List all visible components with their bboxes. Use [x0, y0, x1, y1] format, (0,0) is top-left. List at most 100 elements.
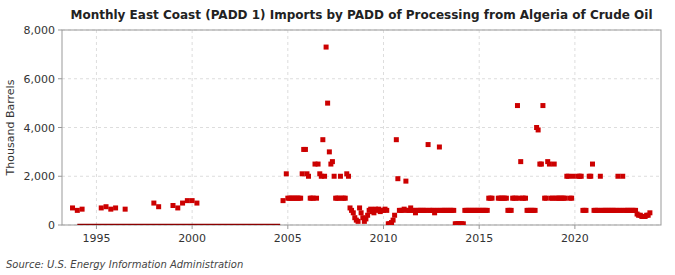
point [75, 208, 80, 213]
point [70, 205, 75, 210]
point [485, 208, 490, 213]
point [314, 196, 319, 201]
y-tick [58, 225, 62, 226]
point [357, 205, 362, 210]
axes: 02,0004,0006,0008,0001995200020052010201… [24, 24, 589, 245]
point [566, 174, 571, 179]
point [539, 162, 544, 167]
y-tick-label: 8,000 [24, 24, 56, 37]
x-tick [479, 225, 480, 229]
point [325, 101, 330, 106]
x-tick-label: 2000 [178, 232, 206, 245]
point [327, 149, 332, 154]
x-tick [287, 225, 288, 229]
y-tick-label: 6,000 [24, 73, 56, 86]
point [300, 171, 305, 176]
point [108, 207, 113, 212]
grid-line-x [479, 30, 480, 225]
x-tick-label: 2020 [561, 232, 589, 245]
point [515, 103, 520, 108]
point [332, 174, 337, 179]
point [451, 208, 456, 213]
x-tick-label: 1995 [82, 232, 110, 245]
point [426, 142, 431, 147]
point [99, 205, 104, 210]
point [583, 208, 588, 213]
point [569, 196, 574, 201]
point [523, 196, 528, 201]
point [590, 162, 595, 167]
point [351, 210, 356, 215]
point [615, 174, 620, 179]
grid-line-x [192, 30, 193, 225]
title: Monthly East Coast (PADD 1) Imports by P… [70, 8, 652, 22]
point [563, 196, 568, 201]
point [536, 127, 541, 132]
grid-line-x [383, 30, 384, 225]
x-tick [574, 225, 575, 229]
chart-container: 02,0004,0006,0008,0001995200020052010201… [0, 0, 675, 275]
x-tick-label: 2005 [274, 232, 302, 245]
x-tick [192, 225, 193, 229]
point [395, 176, 400, 181]
point [547, 162, 552, 167]
point [151, 201, 156, 206]
y-tick [58, 78, 62, 79]
point [343, 196, 348, 201]
grid-line-y [62, 127, 661, 128]
grid-line-y [62, 78, 661, 79]
point [316, 162, 321, 167]
point [194, 201, 199, 206]
point [175, 205, 180, 210]
point [552, 162, 557, 167]
y-tick-label: 0 [48, 219, 55, 232]
point [540, 103, 545, 108]
grid-line-x [574, 30, 575, 225]
point [384, 208, 389, 213]
point [461, 221, 466, 225]
y-tick [58, 127, 62, 128]
y-tick [58, 176, 62, 177]
point [403, 179, 408, 184]
point [598, 174, 603, 179]
point [303, 147, 308, 152]
point [533, 208, 538, 213]
point [104, 204, 109, 209]
point [123, 207, 128, 212]
point [518, 159, 523, 164]
x-tick [96, 225, 97, 229]
point [392, 213, 397, 218]
plot-frame [62, 30, 661, 225]
point [306, 174, 311, 179]
point [571, 174, 576, 179]
point [356, 219, 361, 224]
point [647, 210, 652, 215]
marks [70, 45, 652, 225]
point [544, 196, 549, 201]
point [490, 196, 495, 201]
point [346, 174, 351, 179]
point [504, 196, 509, 201]
line [77, 224, 280, 225]
point [620, 174, 625, 179]
point [588, 174, 593, 179]
y-axis-label: Thousand Barrels [4, 79, 17, 176]
point [113, 205, 118, 210]
point [180, 201, 185, 206]
chart: 02,0004,0006,0008,0001995200020052010201… [0, 0, 675, 275]
point [156, 204, 161, 209]
grid [62, 30, 661, 225]
point [509, 208, 514, 213]
point [394, 137, 399, 142]
point [324, 45, 329, 50]
x-tick-label: 2010 [370, 232, 398, 245]
y-tick-label: 2,000 [24, 170, 56, 183]
point [190, 198, 195, 203]
point [80, 207, 85, 212]
x-tick-label: 2015 [465, 232, 493, 245]
grid-line-x [96, 30, 97, 225]
point [391, 218, 396, 223]
point [338, 174, 343, 179]
point [298, 196, 303, 201]
point [359, 210, 364, 215]
